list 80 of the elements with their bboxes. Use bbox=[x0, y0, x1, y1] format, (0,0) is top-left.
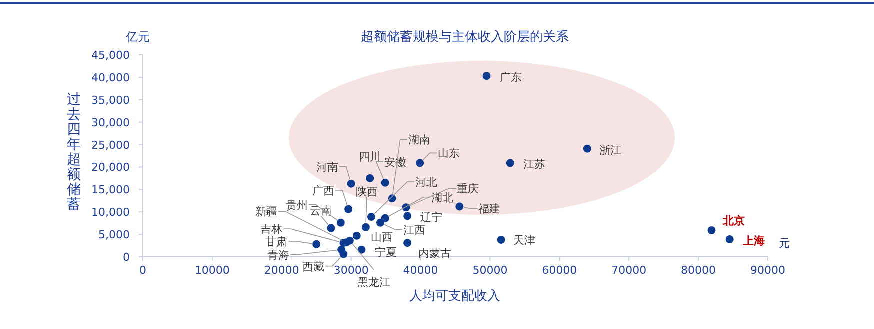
point bbox=[362, 223, 370, 232]
x-tick-label: 70000 bbox=[612, 264, 647, 277]
x-tick-label: 90000 bbox=[750, 264, 786, 277]
annotation: 云南 bbox=[310, 204, 332, 218]
text: 元 bbox=[779, 237, 790, 250]
x-tick-label: 50000 bbox=[472, 264, 508, 277]
x-tick-label: 40000 bbox=[403, 264, 438, 277]
annotation: 西藏 bbox=[302, 260, 325, 274]
point bbox=[381, 214, 390, 222]
point bbox=[506, 159, 514, 168]
annotation: 天津 bbox=[513, 234, 536, 247]
point bbox=[583, 144, 592, 153]
annotation: 江苏 bbox=[523, 158, 546, 172]
y-tick-label: 10,000 bbox=[92, 206, 130, 220]
annotation: 山东 bbox=[438, 147, 460, 160]
annotation: 江西 bbox=[404, 224, 426, 237]
annotation: 新疆 bbox=[255, 206, 278, 219]
annotation: 内蒙古 bbox=[418, 247, 452, 260]
annotation: 安徽 bbox=[384, 156, 406, 169]
annotation: 黑龙江 bbox=[357, 276, 390, 289]
point bbox=[340, 250, 348, 258]
text: 亿元 bbox=[125, 30, 150, 44]
y-tick-label: 40,000 bbox=[92, 71, 130, 84]
y-tick-label: 30,000 bbox=[92, 116, 130, 130]
point bbox=[367, 213, 376, 222]
chart-title: 超额储蓄规模与主体收入阶层的关系 bbox=[361, 29, 569, 45]
point bbox=[456, 202, 464, 211]
x-axis-title: 人均可支配收入 bbox=[410, 289, 500, 304]
annotation: 广东 bbox=[500, 71, 522, 84]
y-tick-label: 35,000 bbox=[92, 94, 130, 107]
annotation: 山西 bbox=[370, 230, 393, 244]
annotation: 辽宁 bbox=[420, 211, 443, 224]
annotation: 福建 bbox=[478, 202, 501, 216]
y-tick-label: 5,000 bbox=[98, 228, 130, 242]
point bbox=[312, 240, 321, 248]
point bbox=[381, 178, 390, 187]
x-tick-label: 80000 bbox=[681, 264, 716, 277]
point bbox=[497, 236, 506, 244]
annotation: 河南 bbox=[316, 160, 338, 174]
x-tick-label: 60000 bbox=[542, 264, 578, 277]
x-tick-label: 20000 bbox=[264, 264, 300, 277]
point bbox=[376, 218, 384, 227]
annotation: 广西 bbox=[312, 184, 335, 198]
point bbox=[347, 180, 356, 188]
annotation: 上海 bbox=[742, 234, 765, 248]
y-tick-label: 15,000 bbox=[92, 184, 130, 197]
annotation: 浙江 bbox=[599, 144, 622, 157]
point bbox=[352, 232, 361, 240]
point bbox=[708, 226, 716, 235]
annotation: 四川 bbox=[359, 150, 382, 164]
annotation: 吉林 bbox=[260, 223, 283, 236]
annotation: 宁夏 bbox=[374, 246, 397, 259]
x-tick-label: 0 bbox=[140, 264, 146, 277]
y-tick-label: 20,000 bbox=[92, 161, 130, 174]
annotation: 湖北 bbox=[431, 191, 454, 204]
y-tick-label: 25,000 bbox=[92, 138, 130, 152]
x-tick-label: 10000 bbox=[194, 264, 230, 277]
point bbox=[344, 205, 353, 214]
point bbox=[358, 246, 366, 254]
annotation: 甘肃 bbox=[266, 235, 288, 248]
point bbox=[366, 174, 374, 182]
point bbox=[327, 224, 336, 232]
annotation: 湖南 bbox=[408, 134, 430, 147]
annotation: 河北 bbox=[415, 176, 438, 190]
y-tick-label: 45,000 bbox=[92, 49, 130, 62]
annotation: 重庆 bbox=[457, 182, 480, 196]
point bbox=[416, 159, 424, 168]
y-axis-title: 过去四年超额储蓄 bbox=[67, 92, 81, 213]
annotation: 陕西 bbox=[356, 185, 378, 198]
y-tick-label: 0 bbox=[123, 251, 130, 264]
point bbox=[336, 218, 345, 227]
point bbox=[404, 239, 412, 248]
annotation: 青海 bbox=[268, 248, 290, 262]
annotation: 贵州 bbox=[286, 198, 308, 212]
point bbox=[482, 72, 491, 80]
point bbox=[404, 212, 412, 220]
point bbox=[346, 236, 354, 245]
x-tick-label: 30000 bbox=[334, 264, 369, 277]
annotation: 北京 bbox=[722, 214, 745, 228]
point bbox=[726, 235, 734, 244]
